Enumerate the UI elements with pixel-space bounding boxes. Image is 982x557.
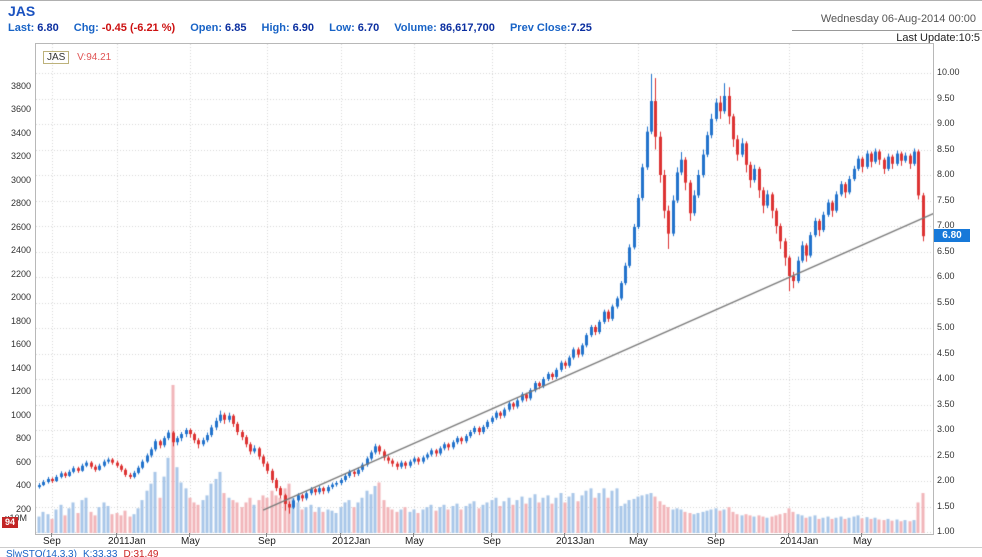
last-price-marker: 6.80 xyxy=(934,229,970,242)
price-tick-label: 10.00 xyxy=(937,67,960,77)
time-tick-label: 2014Jan xyxy=(780,536,819,547)
price-tick-label: 2.50 xyxy=(937,449,955,460)
prev-close-value: 7.25 xyxy=(570,22,592,34)
volume-value: 86,617,700 xyxy=(439,22,495,34)
volume-tick-label: 2400 xyxy=(10,245,31,255)
price-tick-label: 9.00 xyxy=(937,118,955,128)
chg-value: -0.45 (-6.21 %) xyxy=(101,22,176,34)
quote-bar: Last: 6.80 Chg: -0.45 (-6.21 %) Open: 6.85 … xyxy=(8,22,604,34)
volume-tick-label: 3600 xyxy=(10,104,31,114)
indicator-k-value: K:33.33 xyxy=(82,549,118,557)
header-divider xyxy=(792,30,982,31)
last-label: Last: xyxy=(8,22,35,34)
time-tick-label: Sep xyxy=(483,536,501,547)
last-value: 6.80 xyxy=(37,22,59,34)
low-value: 6.70 xyxy=(357,22,380,34)
price-tick-label: 6.50 xyxy=(937,245,955,256)
volume-tick-label: 3200 xyxy=(10,151,31,161)
open-value: 6.85 xyxy=(225,22,247,34)
time-tick-label: 2013Jan xyxy=(556,536,595,547)
indicator-name: SlwSTO(14,3,3) xyxy=(6,549,77,557)
low-label: Low: xyxy=(329,22,355,34)
volume-tick-label: 1400 xyxy=(10,362,31,373)
time-tick-label: 2012Jan xyxy=(332,536,371,547)
price-tick-label: 5.50 xyxy=(937,296,955,307)
volume-tick-label: 1200 xyxy=(10,386,31,396)
volume-tick-label: 2600 xyxy=(10,221,31,232)
chg-label: Chg: xyxy=(73,22,99,34)
high-value: 6.90 xyxy=(292,22,315,34)
price-tick-label: 9.50 xyxy=(937,92,955,103)
volume-label: Volume: xyxy=(394,22,437,34)
prev-close-label: Prev Close: xyxy=(509,22,571,34)
legend-volume: V:94.21 xyxy=(77,52,112,63)
time-tick-label: May xyxy=(181,536,200,547)
time-tick-label: Sep xyxy=(43,536,61,547)
volume-tick-label: 1600 xyxy=(10,339,31,349)
volume-axis: 200 400 600 800 1000 1200 1400 1600 1800 2000 2200… xyxy=(0,1,33,557)
chart-legend: JAS V:94.21 xyxy=(43,51,112,64)
price-tick-label: 6.00 xyxy=(937,271,955,281)
volume-tick-label: 3800 xyxy=(10,80,31,91)
time-tick-label: Sep xyxy=(258,536,276,547)
volume-tick-label: 1800 xyxy=(10,315,31,326)
last-update-label: Last Update:10:5 xyxy=(896,32,980,44)
price-tick-label: 8.00 xyxy=(937,169,955,179)
volume-tick-label: 2000 xyxy=(10,292,31,302)
price-tick-label: 4.50 xyxy=(937,347,955,358)
volume-tick-label: 800 xyxy=(15,433,31,443)
indicator-d-value: D:31.49 xyxy=(123,549,159,557)
volume-tick-label: 600 xyxy=(15,456,31,467)
price-tick-label: 5.00 xyxy=(937,322,955,332)
open-label: Open: xyxy=(190,22,223,34)
time-tick-label: May xyxy=(405,536,424,547)
volume-tick-label: 2800 xyxy=(10,198,31,208)
price-tick-label: 1.50 xyxy=(937,500,955,511)
time-tick-label: Sep xyxy=(707,536,725,547)
volume-tick-label: 200 xyxy=(15,503,31,514)
price-axis: 1.00 1.50 2.00 2.50 3.00 3.50 4.00 4.50 5.00 5.50… xyxy=(936,1,982,557)
indicator-strip: SlwSTO(14,3,3) K:33.33 D:31.49 xyxy=(6,549,158,557)
volume-tick-label: 400 xyxy=(15,480,31,490)
price-tick-label: 8.50 xyxy=(937,143,955,154)
price-tick-label: 7.00 xyxy=(937,220,955,230)
high-label: High: xyxy=(261,22,290,34)
time-tick-label: May xyxy=(853,536,872,547)
current-volume-marker: 94 xyxy=(2,517,19,528)
price-tick-label: 1.00 xyxy=(937,526,955,536)
volume-tick-label: 3400 xyxy=(10,127,31,138)
time-tick-label: May xyxy=(629,536,648,547)
symbol-title: JAS xyxy=(8,3,36,19)
price-tick-label: 4.00 xyxy=(937,373,955,383)
price-tick-label: 3.50 xyxy=(937,398,955,409)
legend-symbol: JAS xyxy=(43,51,70,64)
price-tick-label: 7.50 xyxy=(937,194,955,205)
candlestick-canvas[interactable] xyxy=(36,44,933,534)
price-tick-label: 2.00 xyxy=(937,475,955,485)
bottom-divider xyxy=(0,547,982,548)
time-tick-label: 2011Jan xyxy=(108,536,146,547)
volume-tick-label: 1000 xyxy=(10,409,31,420)
chart-plot-area[interactable]: JAS V:94.21 xyxy=(35,43,934,535)
volume-tick-label: 3000 xyxy=(10,174,31,185)
price-tick-label: 3.00 xyxy=(937,424,955,434)
volume-tick-label: 2200 xyxy=(10,268,31,279)
datetime-label: Wednesday 06-Aug-2014 00:00 xyxy=(820,13,976,25)
